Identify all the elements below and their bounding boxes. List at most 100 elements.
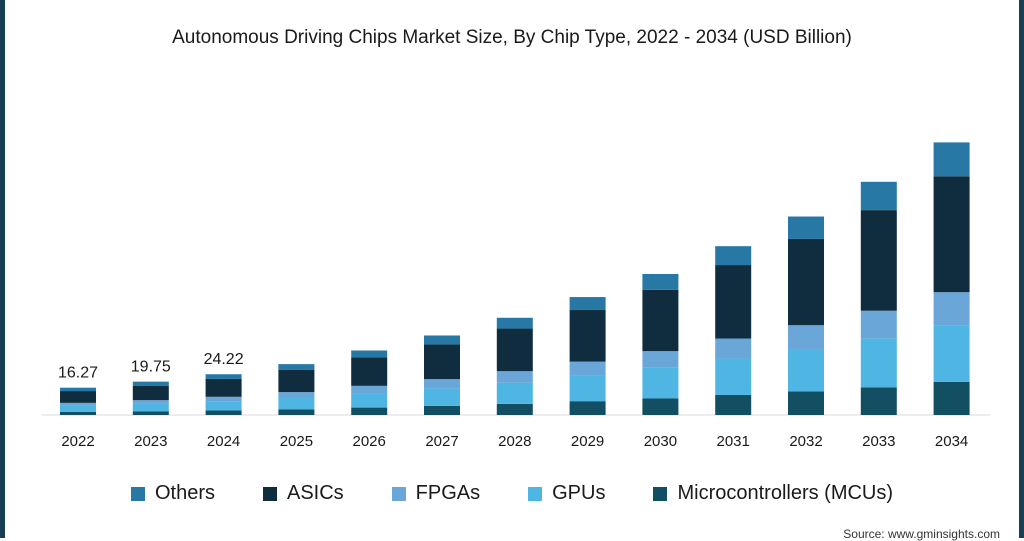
bar-segment — [715, 358, 752, 395]
bar-segment — [132, 403, 169, 412]
legend-item: Others — [130, 482, 215, 505]
x-tick-label: 2025 — [280, 433, 313, 450]
x-tick-label: 2034 — [935, 433, 968, 450]
bar-segment — [788, 325, 824, 349]
bar-segment — [788, 391, 824, 415]
bar-segment — [205, 378, 242, 397]
bar-segment — [715, 246, 752, 266]
legend-label: GPUs — [552, 482, 606, 504]
x-tick-label: 2031 — [717, 433, 750, 450]
bar-segment — [569, 310, 606, 362]
legend-swatch — [653, 486, 668, 501]
bar-segment — [132, 400, 169, 404]
bar-segment — [933, 325, 970, 382]
bar-segment — [60, 391, 96, 403]
bar-segment — [496, 403, 533, 415]
legend-label: ASICs — [286, 482, 344, 504]
bar-segment — [60, 405, 96, 412]
legend-item: FPGAs — [391, 482, 481, 505]
bar-segment — [569, 401, 606, 415]
bar-segment — [60, 411, 96, 415]
bar-segment — [496, 371, 533, 383]
bar-segment — [933, 142, 970, 177]
bar-segment — [351, 385, 388, 394]
bar-segment — [424, 388, 460, 406]
bar-segment — [278, 369, 315, 393]
stacked-bar-chart: 2022 16.27 2023 19.75 2024 24.22 2025 2026 2027 2… — [42, 142, 990, 450]
bar-segment — [278, 392, 315, 398]
bar-segment — [351, 407, 388, 415]
bar-segment — [424, 405, 460, 415]
frame-right-border — [1019, 0, 1024, 538]
frame-left-border — [0, 0, 5, 538]
bar-segment — [715, 338, 752, 359]
data-label: 16.27 — [58, 365, 98, 382]
bar-segment — [642, 367, 679, 399]
bar-segment — [860, 310, 897, 339]
data-label: 24.22 — [204, 351, 244, 368]
bar-segment — [278, 409, 315, 415]
legend: Others ASICs FPGAs GPUs Microcontrollers (MC… — [0, 482, 1024, 505]
legend-label: Microcontrollers (MCUs) — [677, 482, 894, 504]
bar-segment — [60, 387, 96, 392]
bar-segment — [424, 344, 460, 380]
legend-label: Others — [154, 482, 215, 504]
legend-swatch — [262, 486, 277, 501]
x-tick-label: 2026 — [353, 433, 386, 450]
bar-segment — [642, 351, 679, 368]
data-label: 19.75 — [131, 359, 171, 376]
bar-segment — [933, 176, 970, 293]
bar-segment — [788, 238, 824, 326]
x-tick-label: 2024 — [207, 433, 240, 450]
bar-segment — [351, 350, 388, 358]
bar-segment — [642, 289, 679, 352]
bar-segment — [351, 393, 388, 408]
bar-segment — [569, 361, 606, 376]
bar-segment — [569, 297, 606, 311]
legend-swatch — [130, 486, 145, 501]
bar-segment — [933, 381, 970, 415]
bar-segment — [788, 216, 824, 239]
bar-segment — [715, 265, 752, 339]
chart-title: Autonomous Driving Chips Market Size, By… — [172, 27, 852, 48]
bar-segment — [132, 381, 169, 386]
x-tick-label: 2028 — [498, 433, 531, 450]
bar-segment — [496, 328, 533, 372]
legend-swatch — [391, 486, 406, 501]
bar-segment — [351, 357, 388, 386]
legend-item: ASICs — [262, 482, 344, 505]
x-tick-label: 2029 — [571, 433, 604, 450]
legend-item: GPUs — [528, 482, 605, 505]
legend-label: FPGAs — [415, 482, 481, 504]
x-tick-label: 2022 — [61, 433, 94, 450]
bar-segment — [860, 338, 897, 388]
bar-segment — [933, 292, 970, 326]
bar-segment — [132, 411, 169, 415]
bar-segment — [569, 375, 606, 402]
source-note: Source: www.gminsights.com — [843, 527, 1000, 541]
bar-segment — [860, 387, 897, 415]
x-tick-label: 2033 — [862, 433, 895, 450]
bar-segment — [205, 410, 242, 415]
bar-segment — [424, 379, 460, 389]
bar-segment — [205, 396, 242, 402]
x-tick-label: 2030 — [644, 433, 677, 450]
legend-swatch — [528, 486, 543, 501]
x-tick-label: 2027 — [425, 433, 458, 450]
bar-segment — [278, 397, 315, 410]
bar-segment — [205, 401, 242, 411]
bar-segment — [860, 181, 897, 211]
bar-segment — [278, 364, 315, 370]
bar-segment — [788, 348, 824, 392]
bar-segment — [496, 317, 533, 329]
bar-segment — [642, 398, 679, 415]
x-tick-label: 2023 — [134, 433, 167, 450]
bar-segment — [60, 402, 96, 406]
bar-segment — [860, 210, 897, 311]
bar-segment — [132, 385, 169, 401]
bar-segment — [205, 374, 242, 379]
bar-segment — [642, 273, 679, 290]
bar-segment — [496, 382, 533, 404]
x-tick-label: 2032 — [789, 433, 822, 450]
bar-segment — [424, 335, 460, 345]
